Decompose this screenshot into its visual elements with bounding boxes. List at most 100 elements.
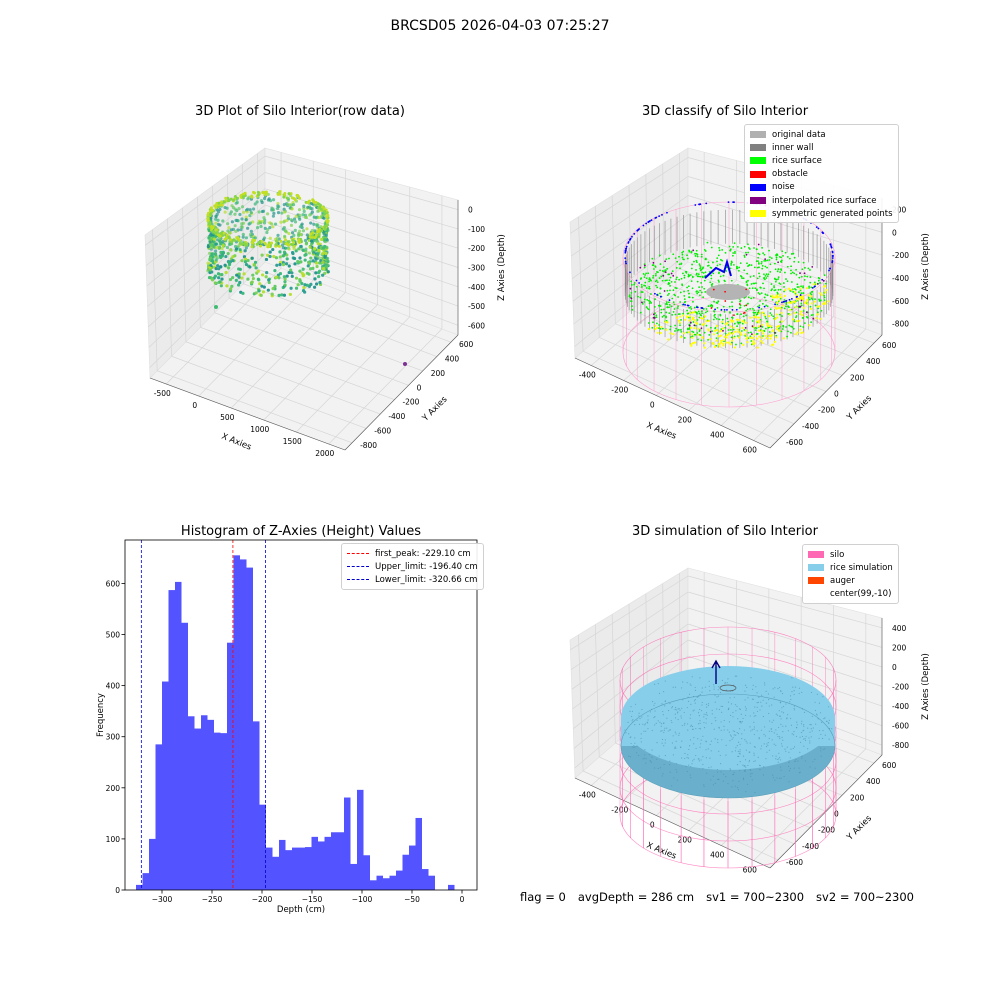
rice-texture-dot <box>716 696 718 698</box>
symmetric-dot <box>701 336 704 339</box>
rice-surface-dot <box>766 259 769 262</box>
rice-texture-dot <box>636 752 638 754</box>
noise-dot <box>828 269 830 272</box>
rice-surface-dot <box>762 335 764 337</box>
interpolated-dot <box>764 258 767 261</box>
rice-surface-dot <box>796 283 799 286</box>
point-cloud-dot <box>224 196 228 200</box>
rice-texture-dot <box>762 699 764 701</box>
rice-texture-dot <box>676 712 679 714</box>
histogram-bar <box>272 856 279 890</box>
point-cloud-dot <box>317 229 321 233</box>
histogram-bar <box>305 847 312 890</box>
symmetric-dot <box>689 326 693 329</box>
point-cloud-dot <box>293 220 298 224</box>
symmetric-dot <box>730 339 734 342</box>
rice-texture-dot <box>767 693 770 695</box>
rice-texture-dot <box>673 777 675 779</box>
rice-surface-dot <box>725 270 728 272</box>
grid-line <box>145 172 266 266</box>
rice-surface-dot <box>781 315 783 317</box>
rice-surface-dot <box>694 252 696 255</box>
point-cloud-dot <box>321 251 325 256</box>
rice-surface-dot <box>668 273 671 276</box>
point-cloud-dot <box>239 228 243 232</box>
rice-texture-dot <box>720 721 722 723</box>
y-axis-line <box>344 334 459 451</box>
point-cloud-dot <box>294 276 299 280</box>
rice-texture-dot <box>781 745 783 747</box>
symmetric-dot <box>766 324 769 327</box>
rice-surface-dot <box>631 305 633 308</box>
rice-texture-dot <box>814 701 816 703</box>
noise-dot <box>661 213 663 216</box>
rice-surface-dot <box>692 300 694 303</box>
histogram-bar <box>266 847 273 890</box>
grid-line <box>145 155 266 246</box>
point-cloud-dot <box>296 259 300 264</box>
rice-texture-dot <box>749 726 751 728</box>
grid-line <box>147 204 266 307</box>
rice-texture-dot <box>736 745 738 747</box>
symmetric-dot <box>816 313 820 316</box>
point-cloud-dot <box>301 248 305 253</box>
rice-texture-dot <box>803 711 806 713</box>
histogram-bar <box>409 845 416 890</box>
rice-surface-dot <box>648 285 651 288</box>
status-footer: flag = 0 avgDepth = 286 cm sv1 = 700~2300 s… <box>520 890 926 904</box>
point-cloud-dot <box>293 262 297 266</box>
rice-surface-dot <box>746 308 749 311</box>
z-axis-label: Z Axies (Depth) <box>921 233 931 300</box>
point-cloud-dot <box>312 199 316 203</box>
rice-texture-dot <box>704 686 707 688</box>
rice-texture-dot <box>655 722 657 724</box>
noise-dot <box>656 293 658 296</box>
grid-line <box>146 188 266 287</box>
point-cloud-dot <box>253 260 258 264</box>
rice-surface-dot <box>669 289 671 292</box>
rice-texture-dot <box>693 743 695 745</box>
rice-texture-dot <box>731 786 733 788</box>
grid-line <box>570 157 689 234</box>
rice-surface-dot <box>667 301 670 304</box>
legend-item-inner-wall: inner wall <box>750 141 893 154</box>
noise-dot <box>650 219 653 222</box>
point-cloud-dot <box>308 206 313 211</box>
point-cloud-dot <box>287 264 291 268</box>
symmetric-dot <box>760 339 763 343</box>
symmetric-dot <box>718 345 721 348</box>
rice-surface-dot <box>747 296 750 299</box>
point-cloud-dot <box>314 234 318 238</box>
point-cloud-dot <box>226 252 230 256</box>
rice-surface-dot <box>764 315 767 318</box>
point-cloud-dot <box>290 231 295 235</box>
rice-texture-dot <box>780 690 782 692</box>
symmetric-dot <box>774 317 777 321</box>
point-cloud-dot <box>312 222 316 226</box>
rice-texture-dot <box>721 711 723 713</box>
point-cloud-dot <box>314 261 319 265</box>
rice-surface-dot <box>692 321 695 323</box>
rice-surface-dot <box>689 274 692 276</box>
symmetric-dot <box>699 316 702 320</box>
rice-texture-dot <box>781 707 783 709</box>
point-cloud-dot <box>234 229 238 233</box>
rice-texture-dot <box>720 763 722 765</box>
rice-texture-dot <box>712 775 714 777</box>
rice-texture-dot <box>708 685 710 687</box>
rice-texture-dot <box>748 761 750 763</box>
point-cloud-dot <box>252 191 256 195</box>
rice-surface-dot <box>728 305 731 308</box>
rice-surface-dot <box>763 278 766 281</box>
histogram-bar <box>162 681 169 890</box>
rice-surface-dot <box>766 321 769 323</box>
y-axis-label: Frequency <box>96 693 106 737</box>
point-cloud-dot <box>251 276 256 281</box>
rice-surface-dot <box>750 297 753 300</box>
rice-surface-dot <box>752 307 754 310</box>
rice-surface-dot <box>635 285 638 288</box>
rice-texture-dot <box>779 766 782 768</box>
rice-texture-dot <box>798 767 800 769</box>
point-cloud-dot <box>258 240 262 244</box>
symmetric-dot <box>780 320 784 323</box>
